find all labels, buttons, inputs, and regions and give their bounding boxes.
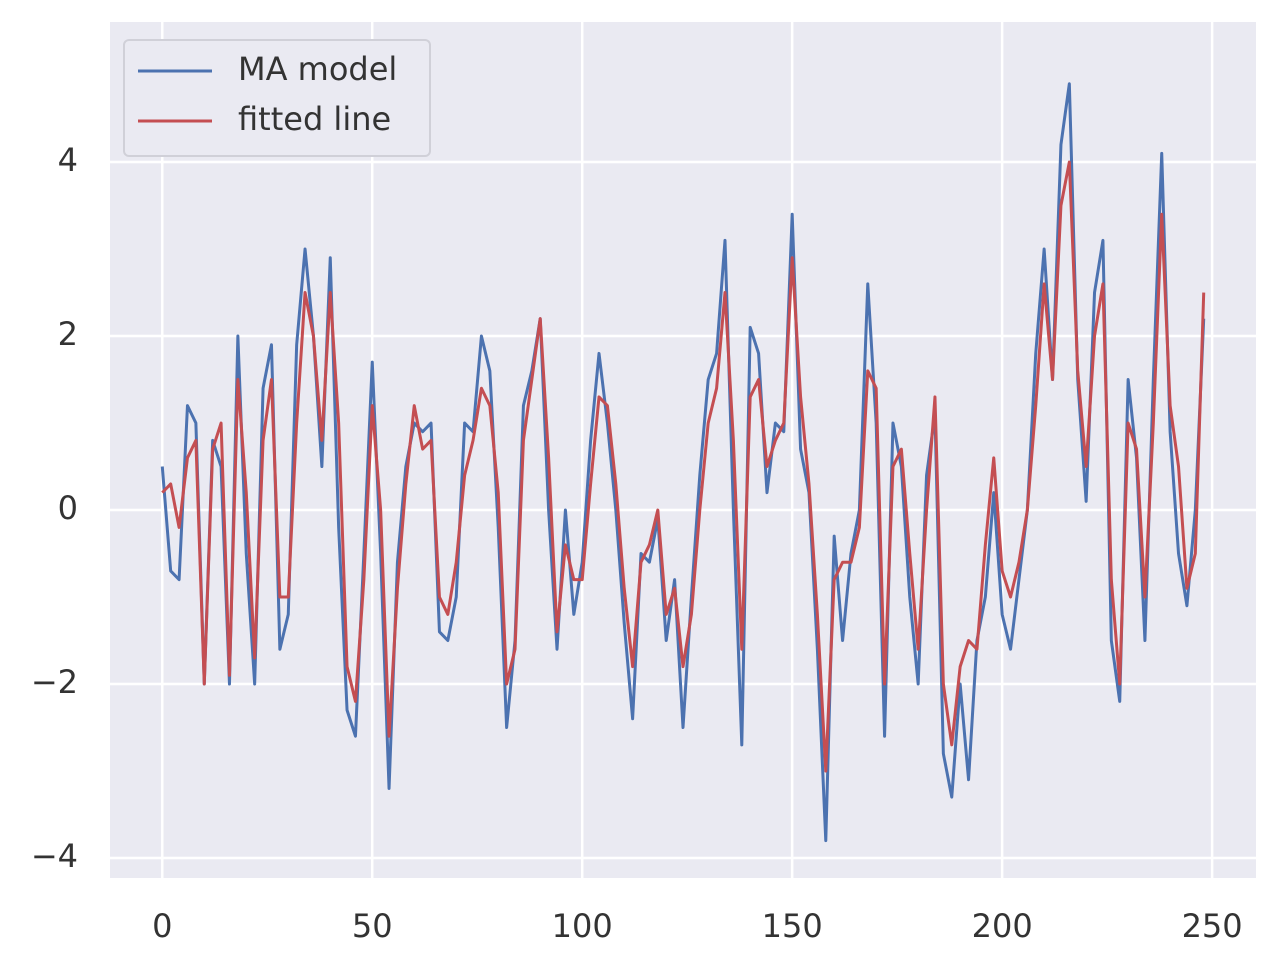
- x-tick-label: 250: [1182, 907, 1243, 945]
- y-tick-label: 0: [58, 489, 78, 527]
- x-tick-label: 0: [152, 907, 172, 945]
- x-tick-label: 150: [762, 907, 823, 945]
- y-tick-label: 2: [58, 315, 78, 353]
- legend-box: [123, 39, 431, 157]
- legend-label: MA model: [238, 50, 397, 88]
- x-tick-label: 200: [972, 907, 1033, 945]
- y-tick-label: 4: [58, 141, 78, 179]
- plot-area: [110, 22, 1256, 878]
- legend-label: fitted line: [238, 100, 391, 138]
- x-tick-label: 100: [552, 907, 613, 945]
- y-tick-label: −4: [31, 837, 78, 875]
- series-line: [161, 160, 1206, 773]
- x-tick-label: 50: [352, 907, 393, 945]
- y-tick-label: −2: [31, 663, 78, 701]
